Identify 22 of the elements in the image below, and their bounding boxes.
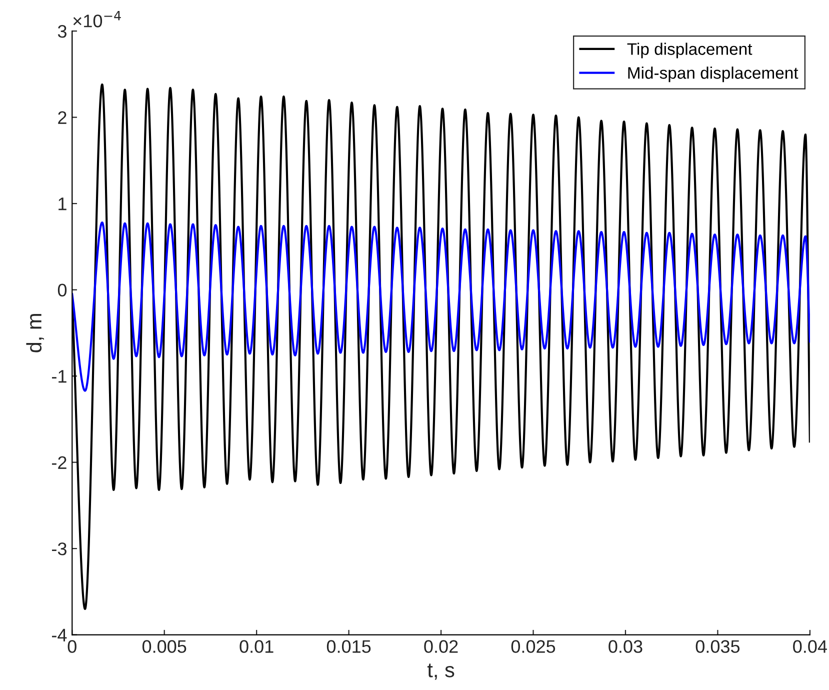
y-tick-label: 3 bbox=[58, 24, 66, 38]
x-tick-label: 0.01 bbox=[240, 640, 274, 653]
legend-label: Tip displacement bbox=[627, 42, 752, 58]
y-tick-label: 1 bbox=[58, 198, 66, 210]
y-tick-label: 2 bbox=[58, 111, 66, 124]
x-tick-label: 0.035 bbox=[696, 640, 740, 653]
text: ×10$^{−4}$ bbox=[73, 11, 121, 28]
y-tick-label: -4 bbox=[52, 628, 67, 642]
x-tick-label: 0.015 bbox=[326, 640, 371, 653]
x-axis-title: t, s bbox=[427, 664, 454, 680]
legend-label: Mid-span displacement bbox=[628, 66, 798, 82]
x-tick-label: 0.02 bbox=[424, 640, 458, 653]
y-axis-title: d, m bbox=[26, 314, 44, 352]
y-tick-label: -2 bbox=[52, 456, 66, 469]
y-tick-label: 0 bbox=[58, 284, 67, 297]
y-tick-label: -3 bbox=[52, 542, 66, 556]
x-tick-label: 0 bbox=[68, 640, 76, 653]
x-tick-label: 0.025 bbox=[511, 640, 556, 653]
y-tick-label: -1 bbox=[52, 370, 66, 383]
x-tick-label: 0.03 bbox=[608, 640, 642, 653]
x-tick-label: 0.04 bbox=[793, 640, 827, 653]
x-tick-label: 0.005 bbox=[142, 640, 186, 653]
